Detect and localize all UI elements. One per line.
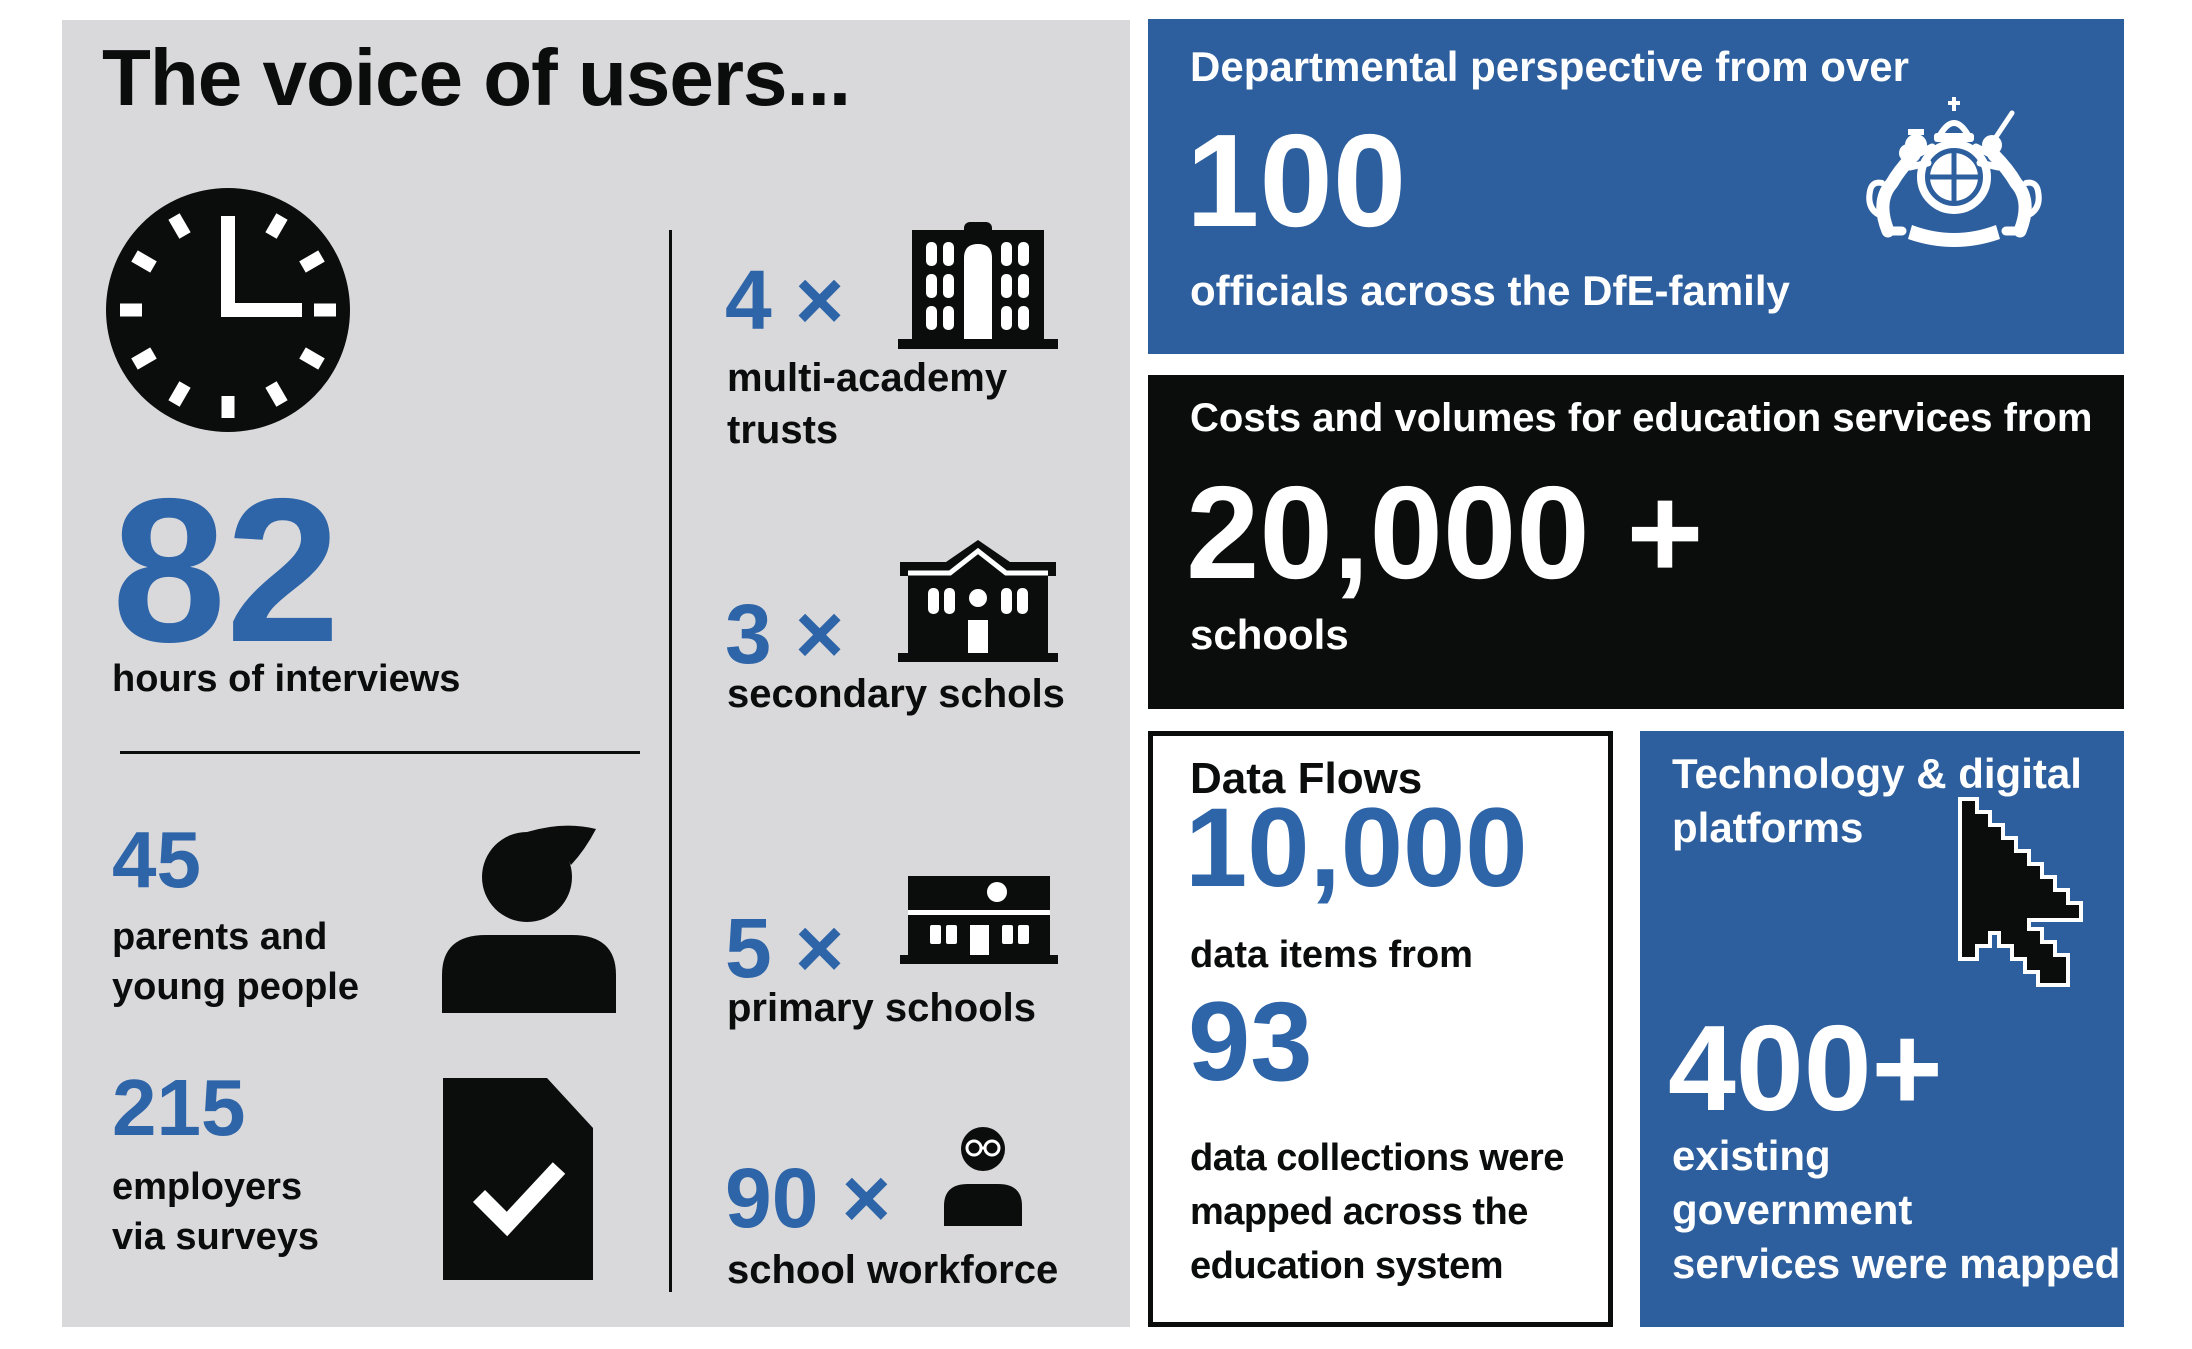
voice-of-users-panel: The voice of users... 82 hours of interv… xyxy=(62,20,1130,1327)
costs-intro: Costs and volumes for education services… xyxy=(1190,396,2093,440)
departmental-panel: Departmental perspective from over 100 o… xyxy=(1148,19,2124,354)
primary-label: primary schools xyxy=(727,986,1037,1030)
mat-count: 4 × xyxy=(725,253,845,347)
person-icon xyxy=(442,825,616,1013)
mat-label: multi-academy trusts xyxy=(727,356,1008,452)
secondary-school-building-icon xyxy=(898,540,1058,662)
data-flows-title: Data Flows xyxy=(1190,754,1423,803)
primary-school-building-icon xyxy=(900,876,1058,964)
parents-label: parents and young people xyxy=(112,916,359,1008)
data-collections-count: 93 xyxy=(1188,979,1313,1104)
clock-icon xyxy=(106,188,350,432)
data-collections-label: data collections were mapped across the … xyxy=(1190,1137,1564,1287)
schools-label: schools xyxy=(1190,611,1349,658)
survey-document-check-icon xyxy=(443,1078,593,1280)
technology-title: Technology & digital platforms xyxy=(1672,750,2082,851)
vertical-divider xyxy=(669,230,672,1292)
royal-coat-of-arms-icon xyxy=(1866,97,2042,247)
services-label: existing government services were mapped xyxy=(1672,1132,2121,1287)
schools-count: 20,000 + xyxy=(1186,459,1704,606)
hours-label: hours of interviews xyxy=(112,658,461,700)
cursor-arrow-icon xyxy=(1958,797,2083,987)
secondary-count: 3 × xyxy=(725,587,845,681)
school-workforce-person-icon xyxy=(944,1127,1022,1226)
parents-count: 45 xyxy=(112,815,201,904)
data-items-count: 10,000 xyxy=(1185,785,1528,910)
costs-volumes-panel: Costs and volumes for education services… xyxy=(1148,375,2124,709)
data-items-label: data items from xyxy=(1190,934,1473,976)
workforce-count: 90 × xyxy=(725,1151,891,1245)
primary-count: 5 × xyxy=(725,901,845,995)
officials-label: officials across the DfE-family xyxy=(1190,267,1790,314)
employers-label: employers via surveys xyxy=(112,1166,320,1258)
workforce-label: school workforce xyxy=(727,1248,1059,1292)
horizontal-divider xyxy=(120,751,640,754)
services-count: 400+ xyxy=(1668,1000,1943,1136)
data-flows-panel: Data Flows 10,000 data items from 93 dat… xyxy=(1148,731,1613,1327)
departmental-intro: Departmental perspective from over xyxy=(1190,43,1909,90)
secondary-label: secondary schols xyxy=(727,672,1065,716)
employers-count: 215 xyxy=(112,1063,246,1152)
technology-panel: Technology & digital platforms xyxy=(1640,731,2124,1327)
page-title: The voice of users... xyxy=(102,33,851,122)
hours-count: 82 xyxy=(112,456,341,685)
officials-count: 100 xyxy=(1186,107,1407,254)
multi-academy-trust-building-icon xyxy=(898,222,1058,349)
